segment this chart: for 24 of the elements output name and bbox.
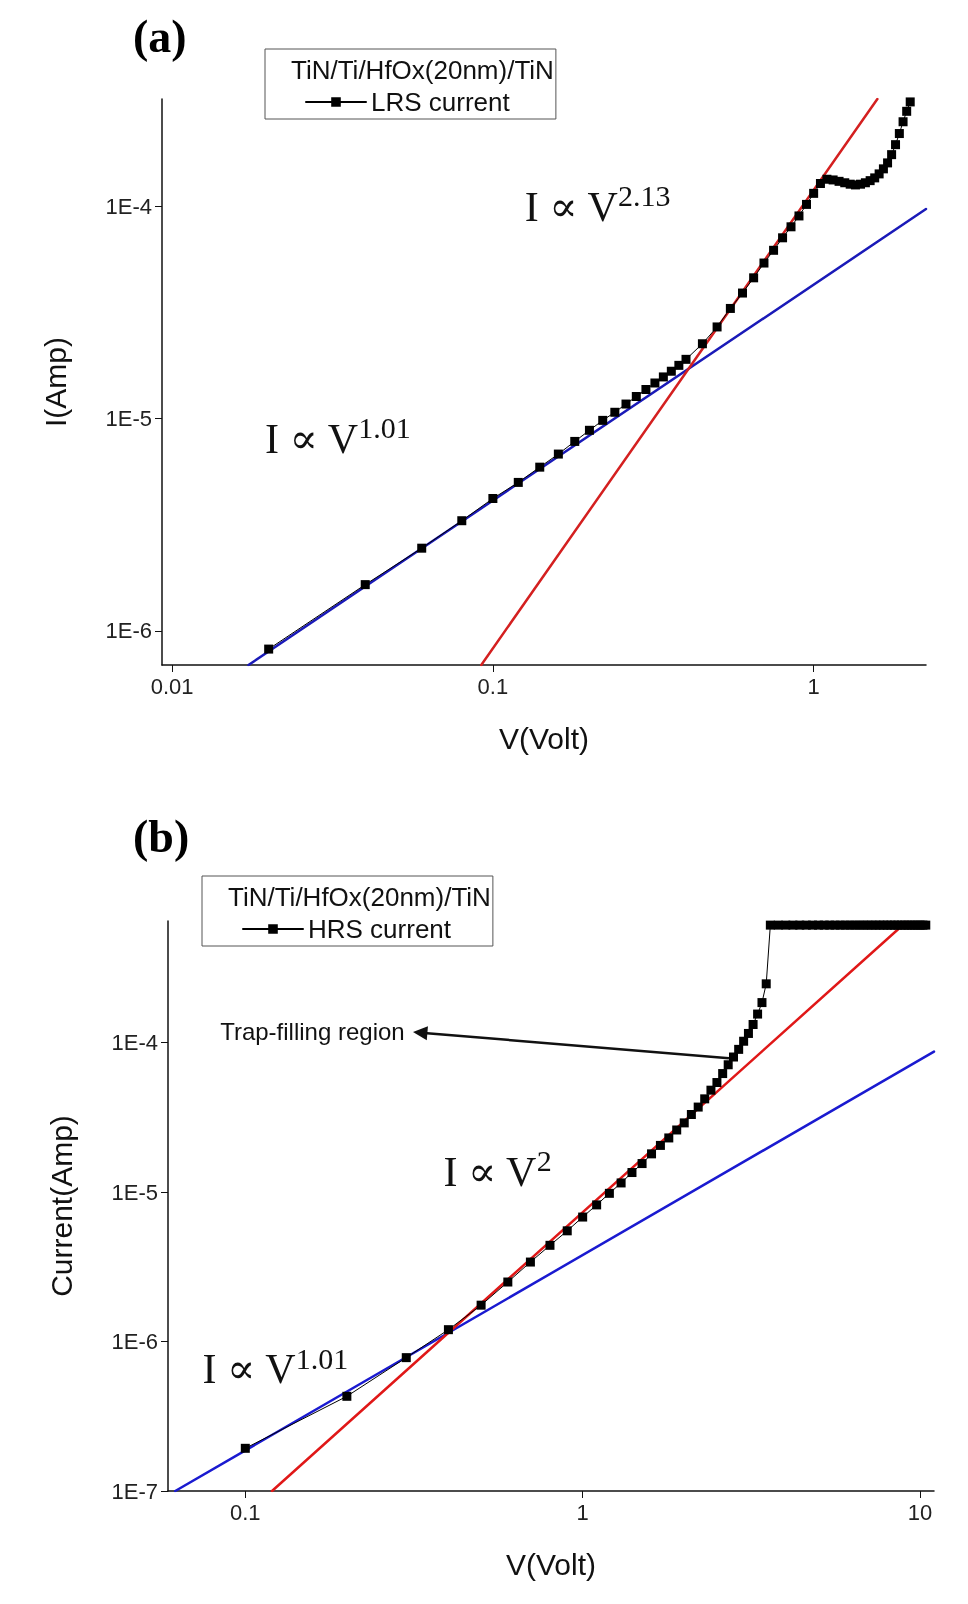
x-tick-label: 0.01 [150, 673, 194, 699]
x-axis-title: V(Volt) [505, 1547, 597, 1581]
x-tick-label: 1 [807, 673, 820, 699]
chart-title: (a) [133, 10, 187, 62]
legend-label: LRS current [371, 87, 511, 117]
y-axis-title: I(Amp) [38, 337, 72, 427]
y-tick-label: 1E-7 [111, 1478, 158, 1504]
y-tick-label: 1E-6 [105, 618, 152, 644]
x-tick-label: 10 [907, 1499, 933, 1525]
y-tick-label: 1E-5 [111, 1179, 158, 1205]
y-tick-label: 1E-4 [105, 193, 152, 219]
x-tick-label: 1 [576, 1499, 589, 1525]
y-tick-label: 1E-6 [111, 1329, 158, 1355]
x-axis-title: V(Volt) [498, 721, 590, 755]
annotation: Trap-filling region [220, 1018, 405, 1046]
chart-title: (b) [133, 810, 190, 862]
legend-title: TiN/Ti/HfOx(20nm)/TiN [228, 882, 491, 912]
x-tick-label: 0.1 [230, 1499, 261, 1525]
y-tick-label: 1E-5 [105, 406, 152, 432]
legend-title: TiN/Ti/HfOx(20nm)/TiN [291, 55, 554, 85]
y-axis-title: Current(Amp) [44, 1115, 78, 1297]
x-tick-label: 0.1 [477, 673, 509, 699]
legend-label: HRS current [308, 914, 452, 944]
y-tick-label: 1E-4 [111, 1030, 158, 1056]
